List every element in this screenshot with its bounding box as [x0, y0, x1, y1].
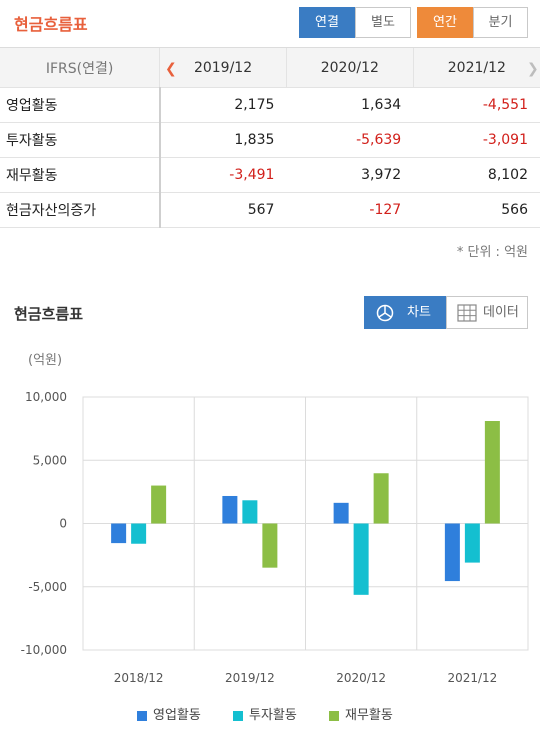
cell-value: -3,091 [413, 122, 540, 158]
y-tick-label: -5,000 [28, 580, 67, 594]
data-view-label: 데이터 [483, 305, 519, 320]
cell-value: 3,972 [286, 157, 414, 193]
cell-value: 8,102 [413, 157, 540, 193]
page-title: 현금흐름표 [14, 15, 88, 34]
separate-button[interactable]: 별도 [355, 7, 411, 38]
cell-value: 2,175 [159, 87, 287, 123]
table-row: 현금자산의증가 567 -127 566 [0, 192, 540, 228]
x-tick-label: 2018/12 [114, 671, 164, 685]
row-label: 영업활동 [0, 87, 161, 123]
legend-item: 투자활동 [233, 704, 297, 723]
cashflow-table: IFRS(연결) 2019/12 2020/12 2021/12 영업활동 2,… [0, 47, 540, 228]
x-tick-label: 2019/12 [225, 671, 275, 685]
cell-value: -3,491 [159, 157, 287, 193]
bar [464, 523, 480, 563]
cell-value: 1,835 [159, 122, 287, 158]
bar [242, 500, 258, 524]
bar [151, 485, 167, 524]
legend-swatch [329, 710, 339, 721]
cell-value: 567 [159, 192, 287, 228]
table-row: 재무활동 -3,491 3,972 8,102 [0, 157, 540, 193]
x-tick-label: 2021/12 [447, 671, 497, 685]
bar [333, 502, 349, 524]
y-tick-label: 10,000 [25, 390, 67, 404]
y-axis-unit: (억원) [28, 353, 63, 368]
row-label: 재무활동 [0, 157, 161, 193]
quarter-button[interactable]: 분기 [473, 7, 528, 38]
table-grid-icon [457, 304, 477, 322]
legend-item: 재무활동 [329, 704, 393, 723]
table-row: 투자활동 1,835 -5,639 -3,091 [0, 122, 540, 158]
y-tick-label: 5,000 [33, 453, 67, 467]
corner-label: IFRS(연결) [0, 47, 160, 88]
legend-item: 영업활동 [137, 704, 201, 723]
table-row: 영업활동 2,175 1,634 -4,551 [0, 87, 540, 123]
y-tick-label: -10,000 [21, 643, 67, 657]
bar [484, 421, 500, 524]
cell-value: 566 [413, 192, 540, 228]
bar [444, 523, 460, 582]
table-header-row: IFRS(연결) 2019/12 2020/12 2021/12 [0, 47, 540, 88]
cell-value: -127 [286, 192, 414, 228]
year-header: 2021/12 [412, 47, 540, 88]
chart-view-button[interactable]: 차트 [364, 296, 446, 329]
x-tick-label: 2020/12 [336, 671, 386, 685]
pie-chart-icon [376, 304, 394, 322]
bar [131, 523, 147, 544]
cell-value: 1,634 [286, 87, 414, 123]
next-period-icon[interactable]: ❯ [527, 61, 539, 77]
y-tick-label: 0 [59, 517, 67, 531]
row-label: 현금자산의증가 [0, 192, 161, 228]
bar [373, 473, 389, 524]
legend-label: 영업활동 [153, 708, 201, 723]
bar [222, 495, 238, 524]
legend-label: 재무활동 [345, 708, 393, 723]
year-header: 2020/12 [285, 47, 414, 88]
bar [111, 523, 127, 544]
year-header: 2019/12 [159, 47, 287, 88]
annual-button[interactable]: 연간 [417, 7, 473, 38]
header-bar: 현금흐름표 연결 별도 연간 분기 [0, 0, 540, 46]
prev-period-icon[interactable]: ❮ [165, 61, 177, 77]
cell-value: -4,551 [413, 87, 540, 123]
chart-section-title: 현금흐름표 [14, 305, 84, 323]
cashflow-bar-chart: 10,000 5,000 0 -5,000 -10,000 2018/12 2019/12 2… [21, 390, 529, 685]
cell-value: -5,639 [286, 122, 414, 158]
legend-swatch [233, 710, 243, 721]
data-view-button[interactable]: 데이터 [446, 296, 528, 329]
row-label: 투자활동 [0, 122, 161, 158]
legend-swatch [137, 710, 147, 721]
bar [262, 523, 278, 568]
chart-view-label: 차트 [407, 305, 431, 320]
bar [353, 523, 369, 595]
unit-note: * 단위 : 억원 [456, 245, 528, 260]
consolidated-button[interactable]: 연결 [299, 7, 355, 38]
legend-label: 투자활동 [249, 708, 297, 723]
